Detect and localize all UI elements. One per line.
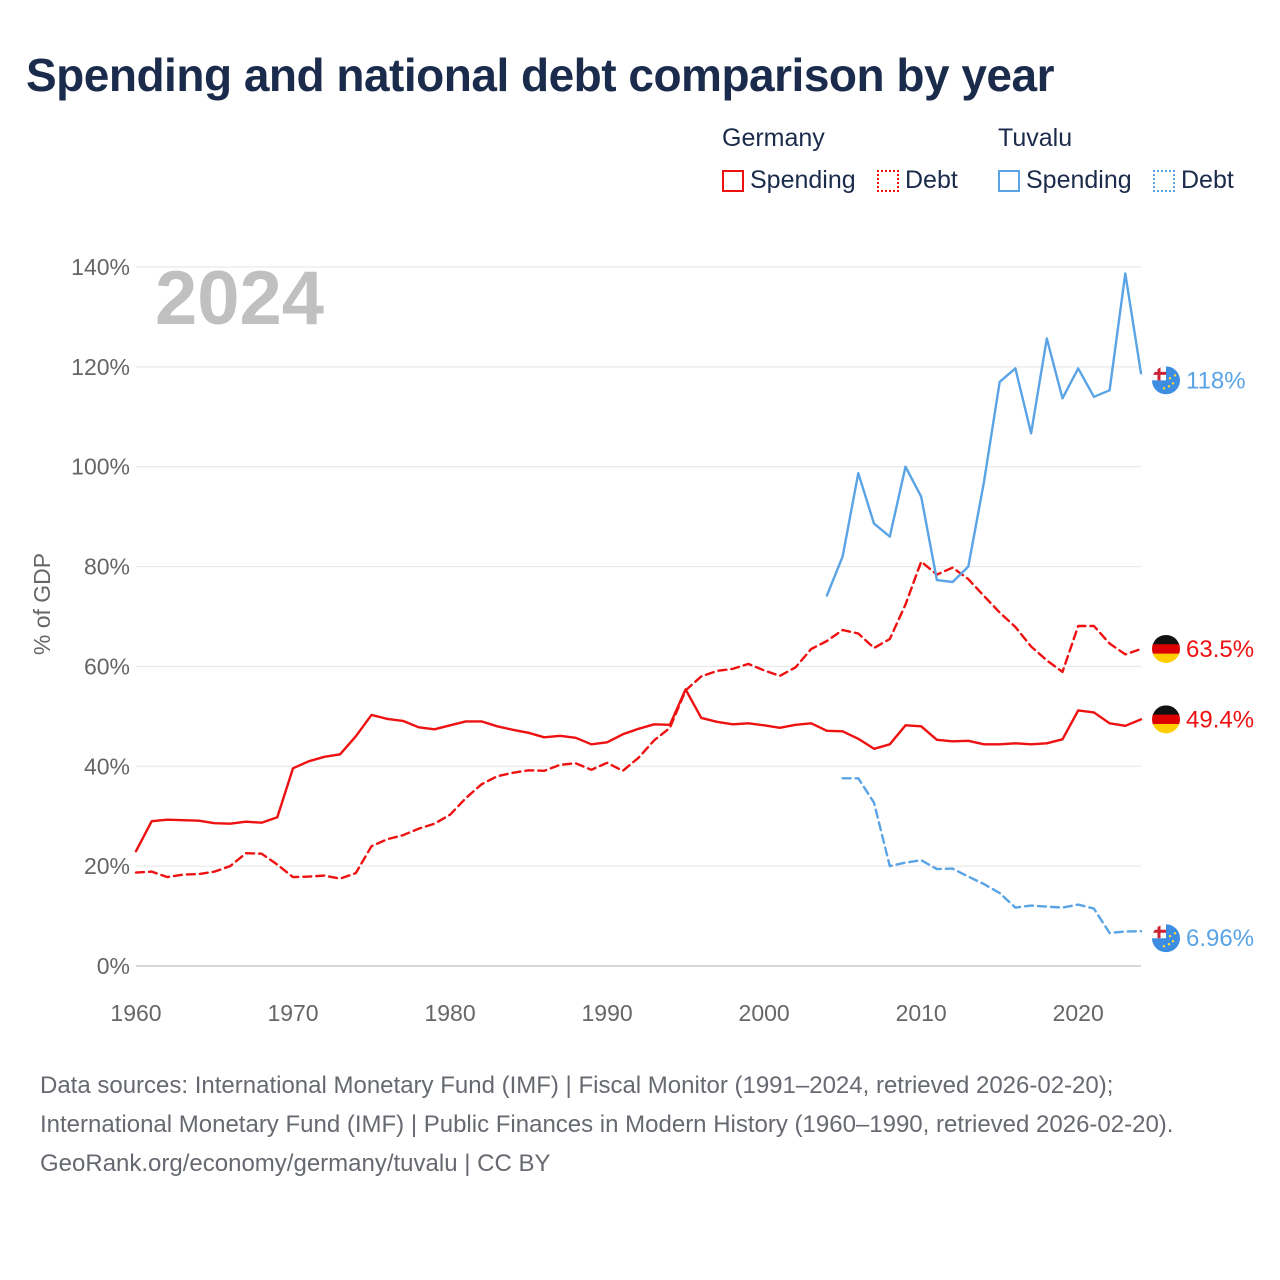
x-tick-label: 1980 bbox=[424, 1000, 475, 1026]
chart-title: Spending and national debt comparison by… bbox=[26, 49, 1055, 101]
germany-flag-icon bbox=[1152, 634, 1180, 663]
y-tick-label: 20% bbox=[84, 853, 130, 879]
end-value-label: 6.96% bbox=[1186, 925, 1254, 952]
end-marker-tuvalu-spending: 118% bbox=[1152, 366, 1246, 395]
y-tick-label: 80% bbox=[84, 554, 130, 580]
y-axis-label: % of GDP bbox=[29, 553, 55, 655]
x-tick-label: 1990 bbox=[582, 1000, 633, 1026]
end-marker-germany-spending: 49.4% bbox=[1152, 705, 1254, 734]
legend-group-tuvalu: Tuvalu Spending Debt bbox=[998, 124, 1234, 194]
x-tick-label: 1960 bbox=[110, 1000, 161, 1026]
line-chart: 0%20%40%60%80%100%120%140% 1960 1970 1980 1… bbox=[29, 254, 1254, 1026]
data-sources: Data sources: International Monetary Fun… bbox=[40, 1072, 1174, 1138]
year-watermark: 2024 bbox=[155, 256, 324, 341]
legend-item-germany-spending[interactable]: Spending bbox=[722, 166, 856, 195]
end-marker-germany-debt: 63.5% bbox=[1152, 634, 1254, 663]
dotted-line-swatch-icon bbox=[1153, 169, 1175, 192]
legend-item-germany-debt[interactable]: Debt bbox=[877, 166, 958, 195]
y-tick-label: 100% bbox=[71, 454, 130, 480]
end-value-label: 63.5% bbox=[1186, 636, 1254, 663]
y-tick-label: 0% bbox=[97, 953, 130, 979]
dotted-line-swatch-icon bbox=[877, 169, 899, 192]
x-tick-label: 1970 bbox=[267, 1000, 318, 1026]
legend-label: Spending bbox=[750, 166, 856, 194]
end-value-label: 49.4% bbox=[1186, 706, 1254, 733]
series-line-germany-spending bbox=[134, 688, 1143, 853]
series-line-tuvalu-spending bbox=[825, 272, 1143, 597]
x-tick-label: 2010 bbox=[896, 1000, 947, 1026]
legend-label: Debt bbox=[1181, 166, 1234, 194]
series-lines bbox=[134, 272, 1143, 935]
end-value-label: 118% bbox=[1186, 367, 1246, 394]
grid-lines bbox=[136, 266, 1141, 967]
legend-country-germany: Germany bbox=[722, 124, 825, 152]
legend-group-germany: Germany Spending Debt bbox=[722, 124, 958, 194]
y-tick-label: 60% bbox=[84, 653, 130, 679]
y-tick-label: 140% bbox=[71, 254, 130, 280]
tuvalu-flag-icon bbox=[1152, 366, 1180, 395]
end-marker-tuvalu-debt: 6.96% bbox=[1152, 924, 1254, 953]
x-tick-label: 2000 bbox=[739, 1000, 790, 1026]
legend-label: Spending bbox=[1026, 166, 1132, 194]
legend-item-tuvalu-debt[interactable]: Debt bbox=[1153, 166, 1234, 195]
credit-link[interactable]: GeoRank.org/economy/germany/tuvalu | CC … bbox=[40, 1150, 551, 1177]
series-line-tuvalu-debt bbox=[841, 777, 1143, 935]
footer: Data sources: International Monetary Fun… bbox=[40, 1066, 1250, 1183]
solid-line-swatch-icon bbox=[722, 169, 744, 192]
x-tick-label: 2020 bbox=[1053, 1000, 1104, 1026]
legend-label: Debt bbox=[905, 166, 958, 194]
solid-line-swatch-icon bbox=[998, 169, 1020, 192]
y-tick-label: 40% bbox=[84, 753, 130, 779]
legend-country-tuvalu: Tuvalu bbox=[998, 124, 1073, 152]
legend-item-tuvalu-spending[interactable]: Spending bbox=[998, 166, 1132, 195]
x-axis-ticks: 1960 1970 1980 1990 2000 2010 2020 bbox=[110, 1000, 1103, 1026]
end-markers: 49.4% 63.5% 118% 6.96% bbox=[1152, 366, 1254, 953]
germany-flag-icon bbox=[1152, 705, 1180, 734]
series-line-germany-debt bbox=[134, 560, 1143, 880]
y-tick-label: 120% bbox=[71, 354, 130, 380]
y-axis-ticks: 0% 20% 40% 60% 80% 100% 120% 140% bbox=[71, 254, 130, 979]
tuvalu-flag-icon bbox=[1152, 924, 1180, 953]
